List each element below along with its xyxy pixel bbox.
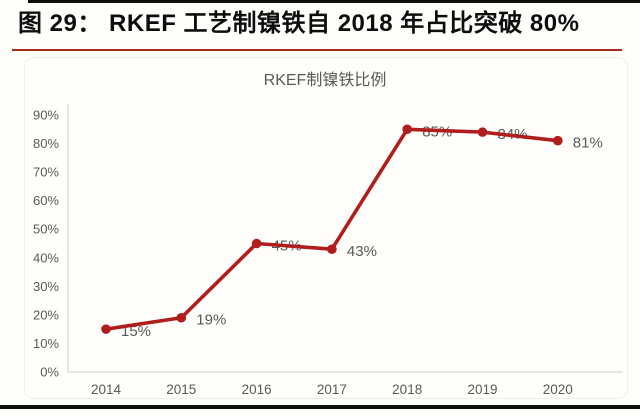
figure-caption: 图 29： RKEF 工艺制镍铁自 2018 年占比突破 80% xyxy=(18,10,580,37)
x-tick-label: 2017 xyxy=(317,382,347,397)
data-point xyxy=(553,135,563,146)
caption-underline xyxy=(12,49,622,51)
chart-title: RKEF制镍铁比例 xyxy=(263,72,387,89)
y-tick-label: 20% xyxy=(33,307,59,322)
x-tick-label: 2015 xyxy=(166,382,196,397)
data-label: 19% xyxy=(196,312,226,329)
y-tick-label: 80% xyxy=(33,136,59,151)
data-label: 81% xyxy=(573,135,603,152)
y-tick-label: 10% xyxy=(33,336,59,351)
y-tick-label: 70% xyxy=(33,165,59,180)
data-point xyxy=(402,124,413,135)
series-line xyxy=(104,127,560,331)
y-tick-label: 90% xyxy=(33,107,59,122)
data-point xyxy=(176,312,187,323)
x-tick-label: 2014 xyxy=(91,382,122,397)
x-tick-label: 2019 xyxy=(467,382,497,397)
data-point xyxy=(477,127,488,137)
data-label: 43% xyxy=(347,243,377,260)
chart-area xyxy=(24,57,628,399)
data-point xyxy=(101,324,111,334)
x-tick-label: 2018 xyxy=(392,382,422,397)
y-tick-label: 40% xyxy=(33,250,59,265)
y-tick-label: 60% xyxy=(33,193,59,208)
x-tick-label: 2020 xyxy=(543,382,573,397)
y-tick-label: 30% xyxy=(33,279,59,294)
x-tick-label: 2016 xyxy=(242,382,272,397)
data-point xyxy=(251,238,262,249)
y-tick-label: 0% xyxy=(40,365,59,380)
top-border-line xyxy=(28,0,640,3)
bottom-border-line xyxy=(0,405,640,409)
data-point xyxy=(327,244,337,255)
y-tick-label: 50% xyxy=(33,222,59,237)
